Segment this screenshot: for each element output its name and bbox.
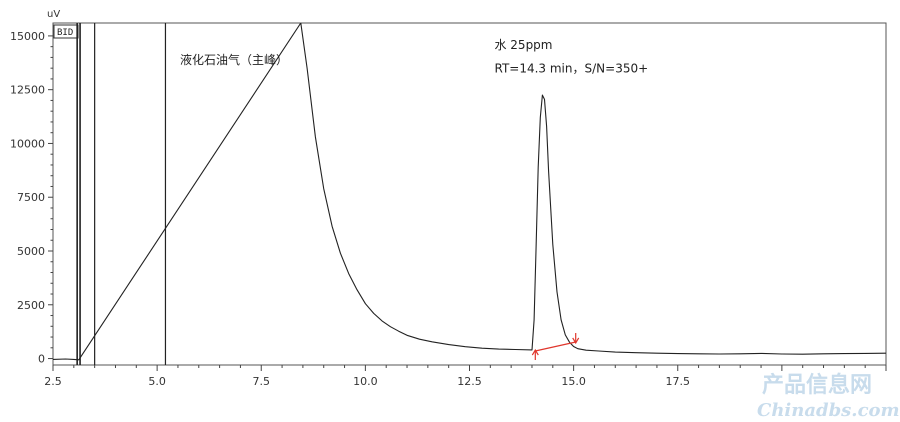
integration-baseline <box>535 341 576 352</box>
detector-box <box>53 24 79 39</box>
y-tick-label: 10000 <box>10 137 45 150</box>
series-line <box>53 23 886 361</box>
annotation-water-peak: 水 25ppm <box>494 38 552 52</box>
x-tick-label: 2.5 <box>44 375 62 388</box>
peak-start-arrow <box>531 348 539 356</box>
watermark-line2: Chinadbs.com <box>757 400 900 421</box>
annotation-lpg-main-peak: 液化石油气（主峰） <box>180 52 288 67</box>
x-tick-label: 12.5 <box>457 375 482 388</box>
y-tick-label: 15000 <box>10 30 45 43</box>
watermark-line1: 产品信息网 <box>762 372 872 398</box>
y-axis-unit-label: uV <box>47 9 60 20</box>
y-tick-label: 12500 <box>10 84 45 97</box>
x-tick-label: 7.5 <box>253 375 271 388</box>
x-tick-label: 5.0 <box>148 375 166 388</box>
x-tick-label: 10.0 <box>353 375 378 388</box>
chart-ticks: 0 2500 5000 7500 10000 12500 15000 2.5 5.0 7.5 10.… <box>10 30 887 388</box>
peak-end-arrow <box>572 337 580 345</box>
detector-label: BID <box>57 28 73 38</box>
y-tick-label: 2500 <box>17 299 45 312</box>
y-tick-label: 5000 <box>17 245 45 258</box>
y-tick-label: 7500 <box>17 191 45 204</box>
plot-frame <box>52 22 887 366</box>
plot-area <box>53 23 886 365</box>
chart-annotations: 液化石油气（主峰） 水 25ppm RT=14.3 min，S/N=350+ <box>180 38 648 76</box>
x-tick-label: 17.5 <box>666 375 691 388</box>
watermark: 产品信息网 Chinadbs.com <box>757 372 900 421</box>
x-tick-label: 15.0 <box>561 375 586 388</box>
annotation-water-rt-sn: RT=14.3 min，S/N=350+ <box>494 61 648 75</box>
y-tick-label: 0 <box>38 353 45 366</box>
chart-axes: uV BID <box>47 9 887 366</box>
